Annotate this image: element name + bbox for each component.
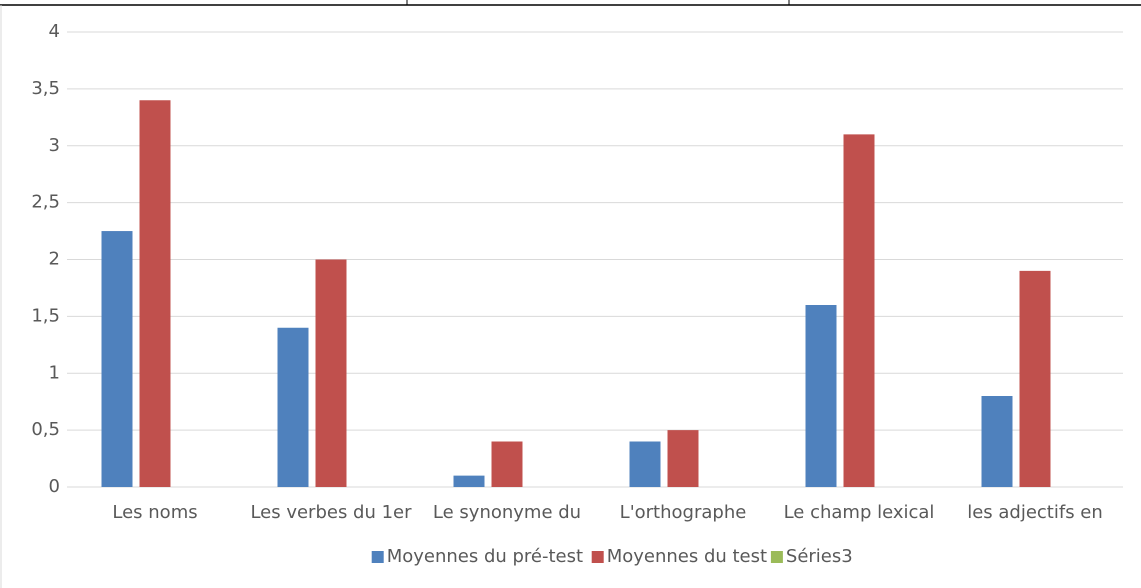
legend-swatch bbox=[371, 551, 384, 563]
legend-swatch bbox=[770, 551, 783, 563]
x-tick-label: Les noms bbox=[112, 502, 197, 523]
x-tick-label: Le champ lexical bbox=[784, 502, 935, 523]
bar bbox=[981, 396, 1013, 487]
bar bbox=[101, 231, 133, 487]
bar bbox=[491, 441, 523, 487]
bar bbox=[805, 305, 837, 487]
legend-label: Moyennes du pré-test bbox=[387, 546, 583, 567]
legend-label: Séries3 bbox=[786, 546, 853, 567]
y-tick-label: 0 bbox=[49, 476, 60, 497]
bar bbox=[843, 134, 875, 487]
bar bbox=[453, 475, 485, 487]
bar bbox=[315, 259, 347, 487]
y-tick-label: 2 bbox=[49, 249, 60, 270]
y-tick-label: 3,5 bbox=[31, 78, 60, 99]
y-tick-label: 1,5 bbox=[31, 305, 60, 326]
legend-label: Moyennes du test bbox=[607, 546, 767, 567]
y-tick-label: 0,5 bbox=[31, 419, 60, 440]
bar bbox=[1019, 270, 1051, 487]
bar bbox=[139, 100, 171, 487]
y-tick-label: 4 bbox=[49, 21, 60, 42]
x-tick-label: les adjectifs en bbox=[967, 502, 1103, 523]
bar bbox=[277, 327, 309, 487]
x-tick-label: L'orthographe bbox=[620, 502, 747, 523]
y-tick-label: 1 bbox=[49, 362, 60, 383]
x-tick-label: Le synonyme du bbox=[433, 502, 581, 523]
bar bbox=[667, 430, 699, 487]
y-tick-label: 3 bbox=[49, 135, 60, 156]
legend-swatch bbox=[591, 551, 604, 563]
y-tick-label: 2,5 bbox=[31, 192, 60, 213]
bar bbox=[629, 441, 661, 487]
x-tick-label: Les verbes du 1er bbox=[250, 502, 412, 523]
